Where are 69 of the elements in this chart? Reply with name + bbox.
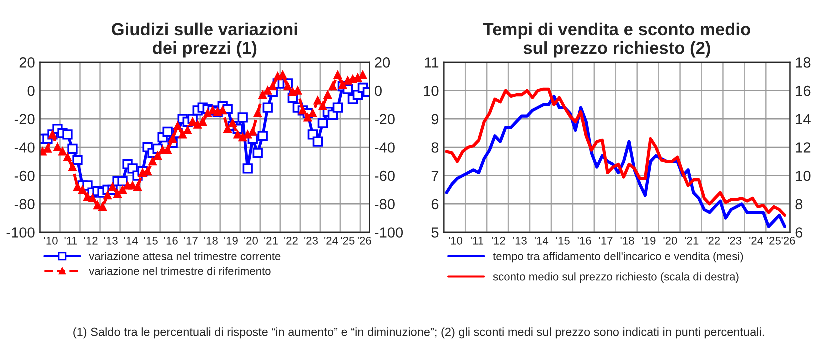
x-tick-label: '23	[728, 236, 742, 245]
x-tick-label: '20	[664, 236, 678, 245]
y-tick-label: 5	[432, 228, 439, 238]
x-tick-label: '25	[768, 236, 781, 245]
x-tick-label: '24	[324, 236, 338, 245]
legend-label: sconto medio sul prezzo richiesto (scala di destra)	[493, 272, 739, 283]
y-tick-label: -60	[14, 170, 35, 182]
legend-label: variazione attesa nel trimestre corrente	[89, 252, 281, 260]
x-tick-label: '18	[620, 236, 634, 245]
x-tick-label: '19	[224, 236, 238, 245]
y2-tick-label: 20	[375, 58, 390, 68]
x-tick-label: '21	[685, 236, 699, 245]
x-tick-label: '19	[642, 236, 656, 245]
x-tick-label: '14	[534, 237, 549, 245]
legend-label: variazione nel trimestre di riferimento	[89, 267, 271, 276]
x-tick-label: '21	[264, 236, 278, 245]
y-tick-label: -80	[14, 199, 35, 210]
y2-tick-label: -60	[375, 170, 395, 182]
x-tick-label: '26	[782, 236, 796, 245]
y-tick-label: -20	[14, 114, 35, 125]
x-tick-label: '22	[706, 236, 720, 245]
y-tick-label: 8	[432, 142, 439, 153]
y2-tick-label: -80	[375, 199, 395, 210]
x-tick-label: '15	[556, 237, 570, 245]
chart-title: Tempi di vendita e sconto medio sul prezzo richiesto (2)	[483, 22, 750, 58]
y-tick-label: 0	[28, 86, 35, 96]
chart-title: Giudizi sulle variazioni dei prezzi (1)	[112, 22, 298, 58]
x-tick-label: '11	[64, 237, 78, 245]
x-tick-label: '17	[184, 237, 198, 245]
x-tick-label: '12	[492, 236, 506, 245]
x-tick-label: '13	[104, 236, 118, 245]
x-tick-label: '13	[513, 236, 527, 245]
x-tick-label: '11	[470, 237, 484, 245]
x-tick-label: '16	[164, 236, 178, 245]
y-tick-label: 9	[432, 114, 439, 125]
x-tick-label: '22	[284, 236, 298, 245]
y2-tick-label: 18	[796, 58, 811, 68]
legend-label: tempo tra affidamento dell'incarico e vendita (mesi)	[493, 252, 744, 263]
y-tick-label: 11	[425, 58, 439, 68]
y2-tick-label: 8	[796, 199, 803, 210]
x-tick-label: '18	[204, 236, 218, 245]
y2-tick-label: 0	[374, 86, 382, 96]
x-tick-label: '26	[358, 236, 372, 245]
y2-tick-label: 16	[796, 86, 811, 96]
y-tick-label: -100	[6, 228, 35, 238]
x-tick-label: '15	[144, 237, 158, 245]
x-tick-label: '17	[599, 237, 613, 245]
y2-tick-label: 14	[796, 114, 811, 124]
y2-tick-label: 6	[796, 228, 803, 238]
y-tick-label: 6	[432, 199, 439, 210]
y-tick-label: 10	[424, 86, 439, 96]
x-tick-label: '10	[44, 236, 58, 245]
y-tick-label: 20	[20, 58, 35, 68]
x-tick-label: '14	[124, 237, 138, 245]
y2-tick-label: 10	[796, 170, 811, 182]
x-tick-label: '25	[341, 236, 355, 245]
x-tick-label: '12	[84, 236, 98, 245]
y2-tick-label: -20	[375, 114, 395, 125]
y2-tick-label: 12	[796, 142, 811, 153]
x-tick-label: '23	[304, 236, 318, 245]
y-tick-label: 7	[432, 171, 439, 182]
x-tick-label: '24	[750, 236, 764, 245]
y-tick-label: -40	[14, 142, 35, 153]
text: (1) Saldo tra le percentuali di risposte “in aumento” e “in diminuzione”; (2) gli sconti medi sul prezzo sono indicati in punti percentuali.	[74, 328, 764, 339]
x-tick-label: '20	[244, 236, 258, 245]
y2-tick-label: -100	[375, 228, 404, 238]
x-tick-label: '10	[449, 236, 463, 245]
x-tick-label: '16	[578, 236, 592, 245]
y2-tick-label: -40	[375, 142, 395, 153]
